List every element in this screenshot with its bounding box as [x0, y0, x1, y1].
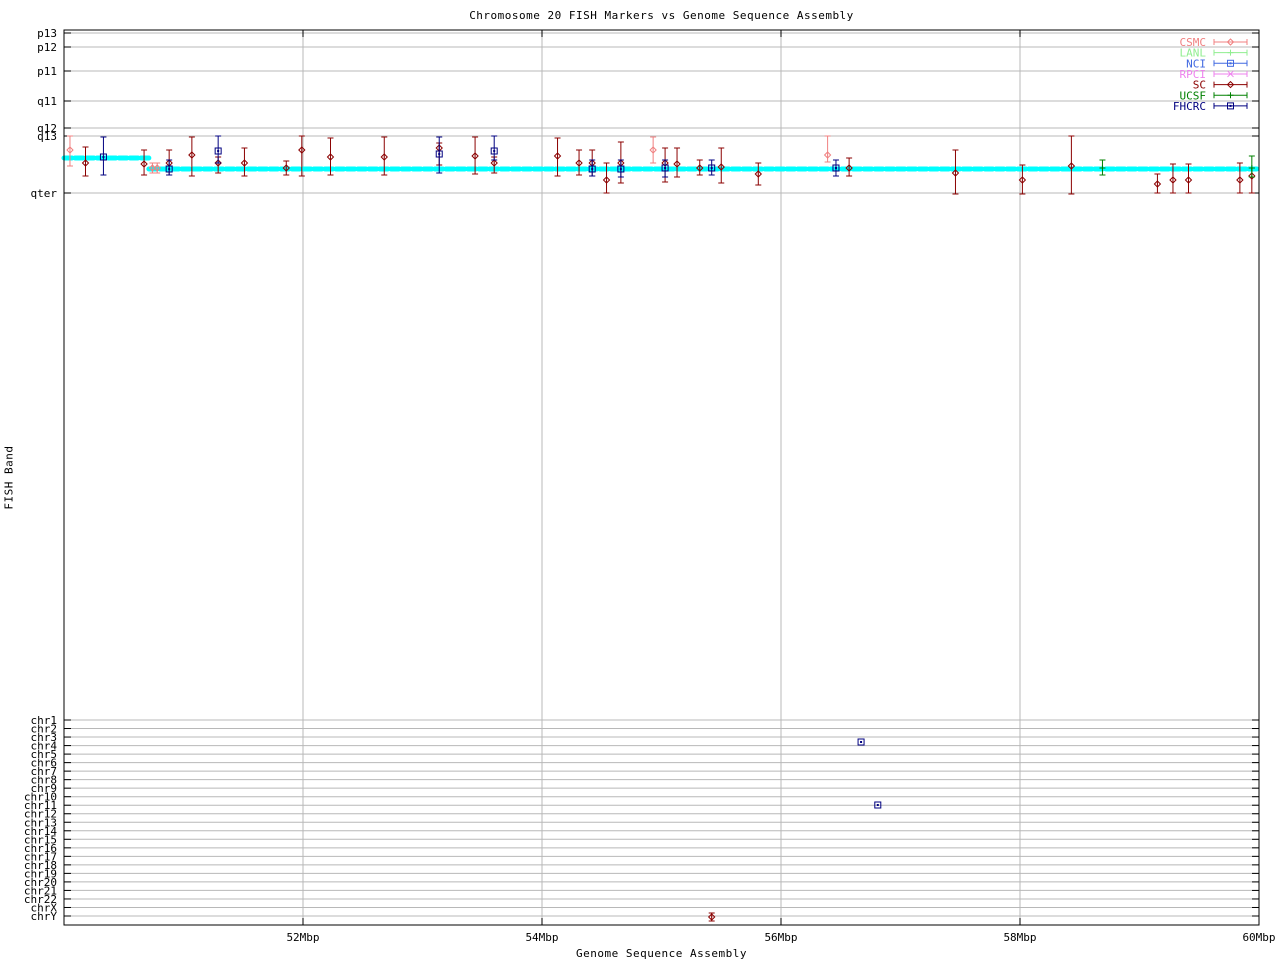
y-tick-label: chr6 [31, 757, 58, 770]
series-FHCRC [99, 135, 882, 809]
y-tick-label: qter [31, 187, 58, 200]
x-tick-label: 54Mbp [525, 931, 558, 944]
y-tick-label: q11 [37, 95, 57, 108]
y-tick-label: chr1 [31, 714, 58, 727]
y-tick-label: chr21 [24, 884, 57, 897]
y-tick-label: chr5 [31, 748, 58, 761]
legend-label-NCI: NCI [1186, 57, 1206, 70]
y-tick-label: chr16 [24, 842, 57, 855]
legend-label-CSMC: CSMC [1180, 36, 1207, 49]
series-CSMC [66, 135, 832, 174]
y-tick-label: chr2 [31, 723, 58, 736]
x-tick-label: 56Mbp [764, 931, 797, 944]
y-tick-label: p13 [37, 27, 57, 40]
y-tick-label: q12 [37, 122, 57, 135]
axis-ticks [64, 30, 1260, 925]
y-tick-label: chr10 [24, 791, 57, 804]
legend-label-LANL: LANL [1180, 47, 1207, 60]
y-tick-label: chr17 [24, 850, 57, 863]
x-tick-label: 52Mbp [286, 931, 319, 944]
y-tick-label: chr9 [31, 782, 58, 795]
legend-label-RPCI: RPCI [1180, 68, 1207, 81]
x-axis-title: Genome Sequence Assembly [576, 947, 747, 960]
y-tick-label: chr3 [31, 731, 58, 744]
tick-labels: p13p12p11q11q12q13qterchr1chr2chr3chr4ch… [24, 27, 1276, 944]
y-tick-label: chrY [31, 910, 58, 923]
x-tick-label: 60Mbp [1242, 931, 1275, 944]
y-tick-label: q13 [37, 130, 57, 143]
y-tick-label: chr18 [24, 859, 57, 872]
y-tick-label: chr20 [24, 876, 57, 889]
highlight-band [61, 155, 1262, 172]
y-tick-label: chr11 [24, 799, 57, 812]
y-tick-label: chr8 [31, 774, 58, 787]
y-tick-label: chr22 [24, 893, 57, 906]
gridlines [64, 30, 1260, 925]
chart-title: Chromosome 20 FISH Markers vs Genome Seq… [469, 9, 854, 22]
y-tick-label: chr15 [24, 833, 57, 846]
series-UCSF [1099, 155, 1255, 178]
y-tick-label: chr12 [24, 808, 57, 821]
y-tick-label: p12 [37, 41, 57, 54]
series-SC [81, 135, 1256, 922]
x-tick-label: 58Mbp [1003, 931, 1036, 944]
y-tick-label: chr19 [24, 867, 57, 880]
y-tick-label: chr13 [24, 816, 57, 829]
y-tick-label: p11 [37, 65, 57, 78]
legend-label-SC: SC [1193, 79, 1206, 92]
legend-label-FHCRC: FHCRC [1173, 100, 1206, 113]
legend-label-UCSF: UCSF [1180, 89, 1207, 102]
y-tick-label: chr4 [31, 740, 58, 753]
plot-border [63, 29, 1260, 926]
y-tick-label: chrX [31, 901, 58, 914]
y-tick-label: chr14 [24, 825, 57, 838]
y-tick-label: chr7 [31, 765, 58, 778]
